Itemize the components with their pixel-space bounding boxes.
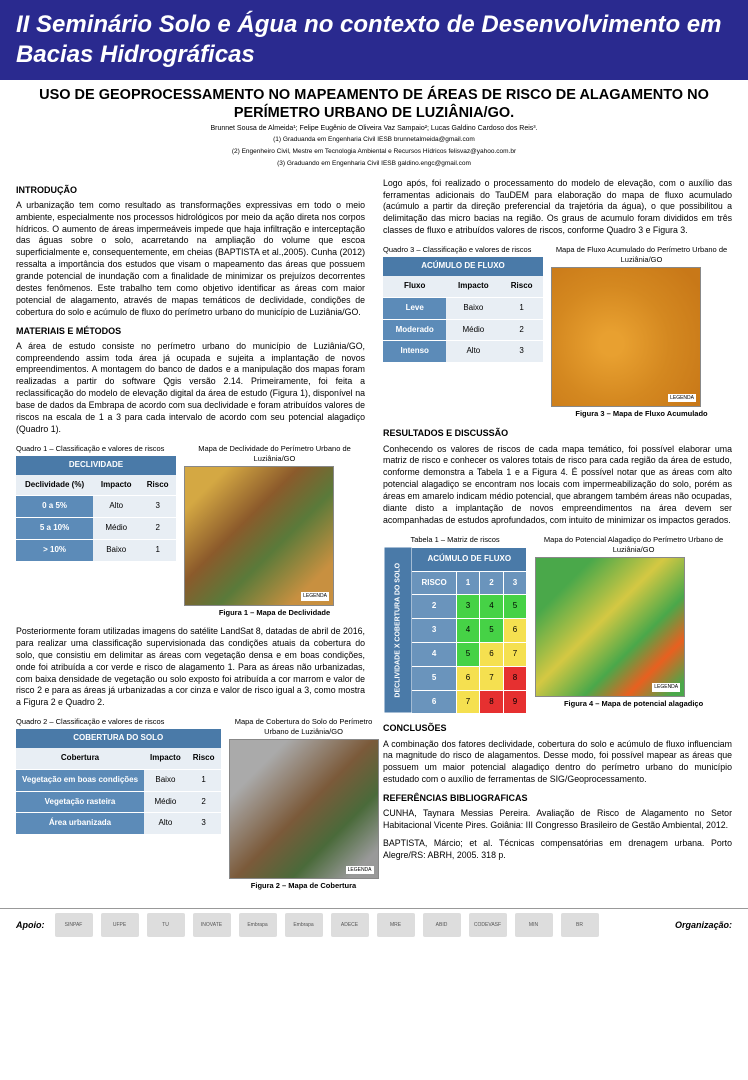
footer: Apoio: SINPAF UFPE TU INOVATE Embrapa Embrapa… xyxy=(0,908,748,947)
title-block: USO DE GEOPROCESSAMENTO NO MAPEAMENTO DE… xyxy=(0,80,748,170)
p-intro: A urbanização tem como resultado as tran… xyxy=(16,200,365,319)
authors: Brunnet Sousa de Almeida¹; Felipe Eugêni… xyxy=(20,125,728,132)
quadro-3-caption: Quadro 3 – Classificação e valores de ri… xyxy=(383,245,543,255)
matrix-row-label: 6 xyxy=(412,690,456,714)
matrix-top-header: ACÚMULO DE FLUXO xyxy=(412,547,527,571)
quadro-1: Quadro 1 – Classificação e valores de ri… xyxy=(16,442,176,562)
logo-embrapa: Embrapa xyxy=(239,913,277,937)
f2-title: Mapa de Cobertura do Solo do Perímetro U… xyxy=(229,717,379,737)
q1-header: DECLIVIDADE xyxy=(16,456,176,475)
matrix-cell: 5 xyxy=(480,619,503,643)
matrix-cell: 5 xyxy=(503,595,526,619)
right-column: Logo após, foi realizado o processamento… xyxy=(383,178,732,900)
map-potencial xyxy=(535,557,685,697)
logo-min: MIN xyxy=(515,913,553,937)
f3-title: Mapa de Fluxo Acumulado do Perímetro Urb… xyxy=(551,245,732,265)
f4-title: Mapa do Potencial Alagadiço do Perímetro… xyxy=(535,535,732,555)
f2-caption: Figura 2 – Mapa de Cobertura xyxy=(229,881,379,891)
matrix-cell: 9 xyxy=(503,690,526,714)
matrix-cell: 8 xyxy=(480,690,503,714)
figura-2-box: Mapa de Cobertura do Solo do Perímetro U… xyxy=(229,715,379,891)
logo-sinpaf: SINPAF xyxy=(55,913,93,937)
f1-caption: Figura 1 – Mapa de Declividade xyxy=(184,608,365,618)
matrix-row-label: 4 xyxy=(412,642,456,666)
logo-ufpe: UFPE xyxy=(101,913,139,937)
p-conclusoes: A combinação dos fatores declividade, co… xyxy=(383,739,732,787)
seminar-banner: II Seminário Solo e Água no contexto de … xyxy=(0,0,748,80)
affil-3: (3) Graduando em Engenharia Civil IESB g… xyxy=(20,160,728,168)
left-column: INTRODUÇÃO A urbanização tem como result… xyxy=(16,178,365,900)
p-mid: Posteriormente foram utilizadas imagens … xyxy=(16,626,365,709)
affil-1: (1) Graduanda em Engenharia Civil IESB b… xyxy=(20,136,728,144)
matrix-cell: 5 xyxy=(456,642,479,666)
logo-mre: MRE xyxy=(377,913,415,937)
figura-4-box: Mapa do Potencial Alagadiço do Perímetro… xyxy=(535,533,732,709)
q3-header: ACÚMULO DE FLUXO xyxy=(383,257,543,276)
ref-2: BAPTISTA, Márcio; et al. Técnicas compen… xyxy=(383,838,732,862)
matrix-side-header: DECLIVIDADE X COBERTURA DO SOLO xyxy=(384,547,412,714)
heading-introducao: INTRODUÇÃO xyxy=(16,184,365,196)
q2-header: COBERTURA DO SOLO xyxy=(16,729,221,748)
map-fluxo xyxy=(551,267,701,407)
matrix-col: 3 xyxy=(503,571,526,595)
matrix-cell: 7 xyxy=(480,666,503,690)
logo-adece: ADECE xyxy=(331,913,369,937)
heading-referencias: REFERÊNCIAS BIBLIOGRAFICAS xyxy=(383,792,732,804)
p-resultados: Conhecendo os valores de riscos de cada … xyxy=(383,444,732,527)
logo-tu: TU xyxy=(147,913,185,937)
matrix-cell: 7 xyxy=(456,690,479,714)
matrix-row-label: 5 xyxy=(412,666,456,690)
matrix-cell: 7 xyxy=(503,642,526,666)
matrix-cell: 6 xyxy=(480,642,503,666)
matrix-cell: 6 xyxy=(503,619,526,643)
figura-1-box: Mapa de Declividade do Perímetro Urbano … xyxy=(184,442,365,618)
logo-codevasf: CODEVASF xyxy=(469,913,507,937)
apoio-label: Apoio: xyxy=(16,920,45,930)
logo-embrapa: Embrapa xyxy=(285,913,323,937)
org-label: Organização: xyxy=(675,920,732,930)
f3-caption: Figura 3 – Mapa de Fluxo Acumulado xyxy=(551,409,732,419)
logo-inovate: INOVATE xyxy=(193,913,231,937)
ref-1: CUNHA, Taynara Messias Pereira. Avaliaçã… xyxy=(383,808,732,832)
f4-caption: Figura 4 – Mapa de potencial alagadiço xyxy=(535,699,732,709)
quadro-3: Quadro 3 – Classificação e valores de ri… xyxy=(383,243,543,363)
matrix-col: 2 xyxy=(480,571,503,595)
matrix-row-label: 3 xyxy=(412,619,456,643)
paper-title: USO DE GEOPROCESSAMENTO NO MAPEAMENTO DE… xyxy=(20,86,728,122)
matrix-col: 1 xyxy=(456,571,479,595)
map-cobertura xyxy=(229,739,379,879)
matrix-cell: 6 xyxy=(456,666,479,690)
p-materiais: A área de estudo consiste no perímetro u… xyxy=(16,341,365,436)
matrix-cell: 4 xyxy=(456,619,479,643)
logo-br: BR xyxy=(561,913,599,937)
heading-materiais: MATERIAIS E MÉTODOS xyxy=(16,325,365,337)
heading-conclusoes: CONCLUSÕES xyxy=(383,722,732,734)
matrix-cell: 3 xyxy=(456,595,479,619)
quadro-2-caption: Quadro 2 – Classificação e valores de ri… xyxy=(16,717,221,727)
affil-2: (2) Engenheiro Civil, Mestre em Tecnolog… xyxy=(20,148,728,156)
matrix-cell: 4 xyxy=(480,595,503,619)
tabela-1: Tabela 1 – Matriz de riscos DECLIVIDADE … xyxy=(383,533,527,715)
quadro-1-caption: Quadro 1 – Classificação e valores de ri… xyxy=(16,444,176,454)
matrix-cell: 8 xyxy=(503,666,526,690)
t1-caption: Tabela 1 – Matriz de riscos xyxy=(383,535,527,545)
f1-title: Mapa de Declividade do Perímetro Urbano … xyxy=(184,444,365,464)
p-right1: Logo após, foi realizado o processamento… xyxy=(383,178,732,237)
logos-apoio: SINPAF UFPE TU INOVATE Embrapa Embrapa ADECE MR… xyxy=(55,913,599,937)
logo-abid: ABID xyxy=(423,913,461,937)
matrix-col: RISCO xyxy=(412,571,456,595)
heading-resultados: RESULTADOS E DISCUSSÃO xyxy=(383,427,732,439)
figura-3-box: Mapa de Fluxo Acumulado do Perímetro Urb… xyxy=(551,243,732,419)
map-declividade xyxy=(184,466,334,606)
matrix-row-label: 2 xyxy=(412,595,456,619)
quadro-2: Quadro 2 – Classificação e valores de ri… xyxy=(16,715,221,835)
